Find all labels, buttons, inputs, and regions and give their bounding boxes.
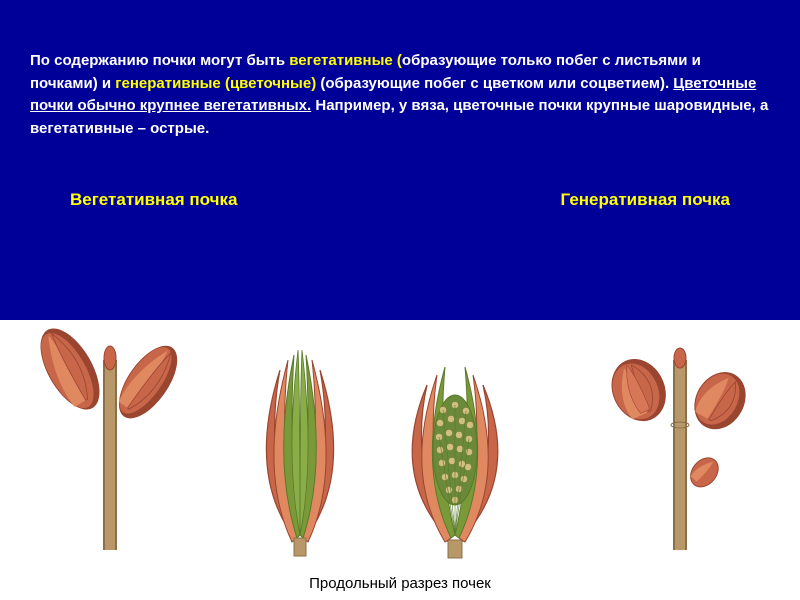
generative-section [412, 367, 498, 558]
intro-text-1: По содержанию почки могут быть [30, 52, 289, 69]
intro-text-3: (образующие побег с цветком или соцветие… [320, 75, 673, 92]
diagram-caption: Продольный разрез почек [0, 575, 800, 592]
diagram-area: Продольный разрез почек [0, 320, 800, 600]
term-generative: генеративные (цветочные) [115, 75, 320, 92]
vegetative-section [266, 350, 333, 556]
vegetative-branch [28, 320, 188, 550]
label-generative: Генеративная почка [561, 190, 730, 210]
label-vegetative: Вегетативная почка [70, 190, 237, 210]
term-vegetative: вегетативные ( [289, 52, 402, 69]
bud-illustrations [0, 320, 800, 600]
generative-branch [602, 348, 756, 550]
